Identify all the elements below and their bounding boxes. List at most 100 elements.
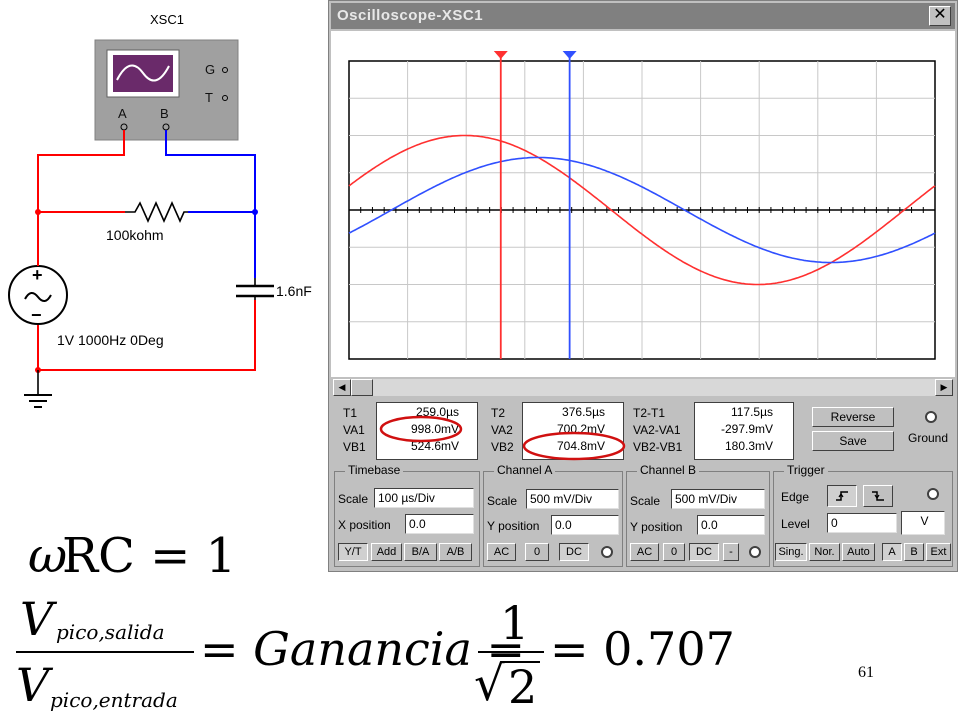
scroll-thumb[interactable] [351, 379, 373, 396]
channel-a-zero-button[interactable]: 0 [525, 543, 549, 561]
trigger-auto-button[interactable]: Auto [842, 543, 875, 561]
reverse-button[interactable]: Reverse [812, 407, 894, 427]
va2va1-value: -297.9mV [720, 422, 773, 436]
source-label: 1V 1000Hz 0Deg [57, 332, 164, 348]
ground-label: Ground [908, 431, 949, 445]
v-output-symbol: V [20, 592, 54, 646]
fraction-bar-left [16, 651, 194, 653]
omega-symbol: ω [28, 528, 68, 584]
cursor-2-handle[interactable] [562, 51, 577, 59]
trigger-normal-button[interactable]: Nor. [809, 543, 840, 561]
wire-b [165, 130, 256, 278]
resistor-label: 100kohm [106, 227, 164, 243]
channel-a-ac-button[interactable]: AC [487, 543, 516, 561]
channel-b-scale-label: Scale [630, 494, 661, 508]
x-position-field[interactable]: 0.0 [405, 514, 474, 534]
level-unit-field[interactable]: V [901, 511, 945, 535]
source-plus-sign: + [32, 265, 43, 285]
center-axis-ticks [348, 207, 936, 213]
vb2-value: 704.8mV [556, 439, 605, 453]
v-input-subscript: pico,entrada [50, 688, 178, 712]
t2-value: 376.5µs [562, 405, 605, 419]
va1-label: VA1 [343, 423, 365, 437]
edge-label: Edge [781, 490, 810, 504]
timebase-scale-label: Scale [338, 492, 369, 506]
trigger-source-a-button[interactable]: A [882, 543, 902, 561]
close-button[interactable]: ✕ [929, 6, 951, 26]
cursor-2-number: 2 [567, 43, 572, 52]
terminal-t-label: T [205, 90, 213, 105]
numerator-one: 1 [500, 596, 530, 650]
channel-b-invert-button[interactable]: - [723, 543, 739, 561]
t2t1-label: T2-T1 [633, 406, 666, 420]
t1-label: T1 [343, 406, 358, 420]
window-title: Oscilloscope-XSC1 [337, 7, 484, 24]
channel-a-group: Channel A [483, 463, 623, 567]
channel-b-scale-field[interactable]: 500 mV/Div [671, 489, 765, 509]
channel-b-radio[interactable] [749, 546, 761, 558]
gain-equation: = Ganancia = [200, 622, 526, 676]
terminal-b-label: B [160, 106, 169, 121]
timebase-title: Timebase [345, 463, 404, 477]
horizontal-scrollbar[interactable]: ◀ ▶ [333, 379, 953, 396]
mode-add-button[interactable]: Add [371, 543, 402, 561]
channel-b-group: Channel B [626, 463, 770, 567]
vb1-value: 524.6mV [410, 439, 459, 453]
vb2vb1-value: 180.3mV [724, 439, 773, 453]
save-button[interactable]: Save [812, 431, 894, 451]
wire-a [37, 130, 125, 265]
channel-b-dc-button[interactable]: DC [689, 543, 719, 561]
title-bar[interactable]: Oscilloscope-XSC1 ✕ [331, 3, 955, 29]
terminal-g-dot [222, 67, 228, 73]
channel-a-dc-button[interactable]: DC [559, 543, 589, 561]
falling-edge-button[interactable] [863, 485, 893, 507]
ground-radio[interactable] [925, 411, 937, 423]
arrow-right-icon: ▶ [940, 382, 948, 392]
channel-b-ypos-label: Y position [630, 520, 683, 534]
scroll-right-button[interactable]: ▶ [935, 379, 953, 396]
mode-ba-button[interactable]: B/A [404, 543, 437, 561]
trigger-source-ext-button[interactable]: Ext [926, 543, 951, 561]
cursor-1-handle[interactable] [493, 51, 508, 59]
channel-a-scale-field[interactable]: 500 mV/Div [526, 489, 619, 509]
sqrt-symbol: √ [474, 656, 505, 712]
trigger-single-button[interactable]: Sing. [775, 543, 807, 561]
trigger-radio[interactable] [927, 488, 939, 500]
capacitor-label: 1.6nF [276, 283, 312, 299]
vb1-label: VB1 [343, 440, 366, 454]
mode-yt-button[interactable]: Y/T [338, 543, 368, 561]
level-label: Level [781, 517, 810, 531]
channel-b-ac-button[interactable]: AC [630, 543, 659, 561]
v-input-symbol: V [16, 658, 50, 712]
terminal-a-label: A [118, 106, 127, 121]
channel-b-zero-button[interactable]: 0 [663, 543, 685, 561]
waveforms [348, 134, 936, 286]
slide-number: 61 [858, 664, 874, 681]
t1-value: 259.0µs [416, 405, 459, 419]
scroll-left-button[interactable]: ◀ [333, 379, 351, 396]
scope-sine-icon [116, 64, 170, 82]
arrow-left-icon: ◀ [338, 382, 346, 392]
mode-ab-button[interactable]: A/B [439, 543, 472, 561]
channel-b-ypos-field[interactable]: 0.0 [697, 515, 765, 535]
vb2vb1-label: VB2-VB1 [633, 440, 683, 454]
rising-edge-button[interactable] [827, 485, 857, 507]
channel-a-radio[interactable] [601, 546, 613, 558]
scope-name: XSC1 [150, 12, 184, 27]
timebase-scale-field[interactable]: 100 µs/Div [374, 488, 474, 508]
trigger-source-b-button[interactable]: B [904, 543, 924, 561]
readout-diff-box [694, 402, 794, 460]
channel-a-title: Channel A [494, 463, 556, 477]
sqrt-bar [504, 661, 540, 663]
fraction-bar-right [478, 651, 544, 653]
x-position-label: X position [338, 518, 391, 532]
plot-grid [349, 61, 935, 359]
resistor-symbol [125, 201, 188, 223]
channel-a-ypos-field[interactable]: 0.0 [551, 515, 619, 535]
level-field[interactable]: 0 [827, 513, 897, 533]
vb2-label: VB2 [491, 440, 514, 454]
